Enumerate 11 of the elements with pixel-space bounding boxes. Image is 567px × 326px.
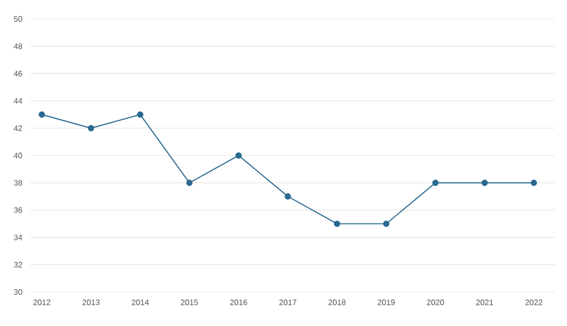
point [137, 111, 144, 118]
point [88, 125, 94, 132]
point [235, 152, 242, 159]
point [530, 180, 537, 186]
point [432, 180, 439, 186]
point [284, 193, 291, 200]
point [334, 220, 340, 227]
point [38, 111, 45, 118]
point [383, 220, 390, 227]
point [186, 180, 193, 186]
point [481, 180, 488, 186]
